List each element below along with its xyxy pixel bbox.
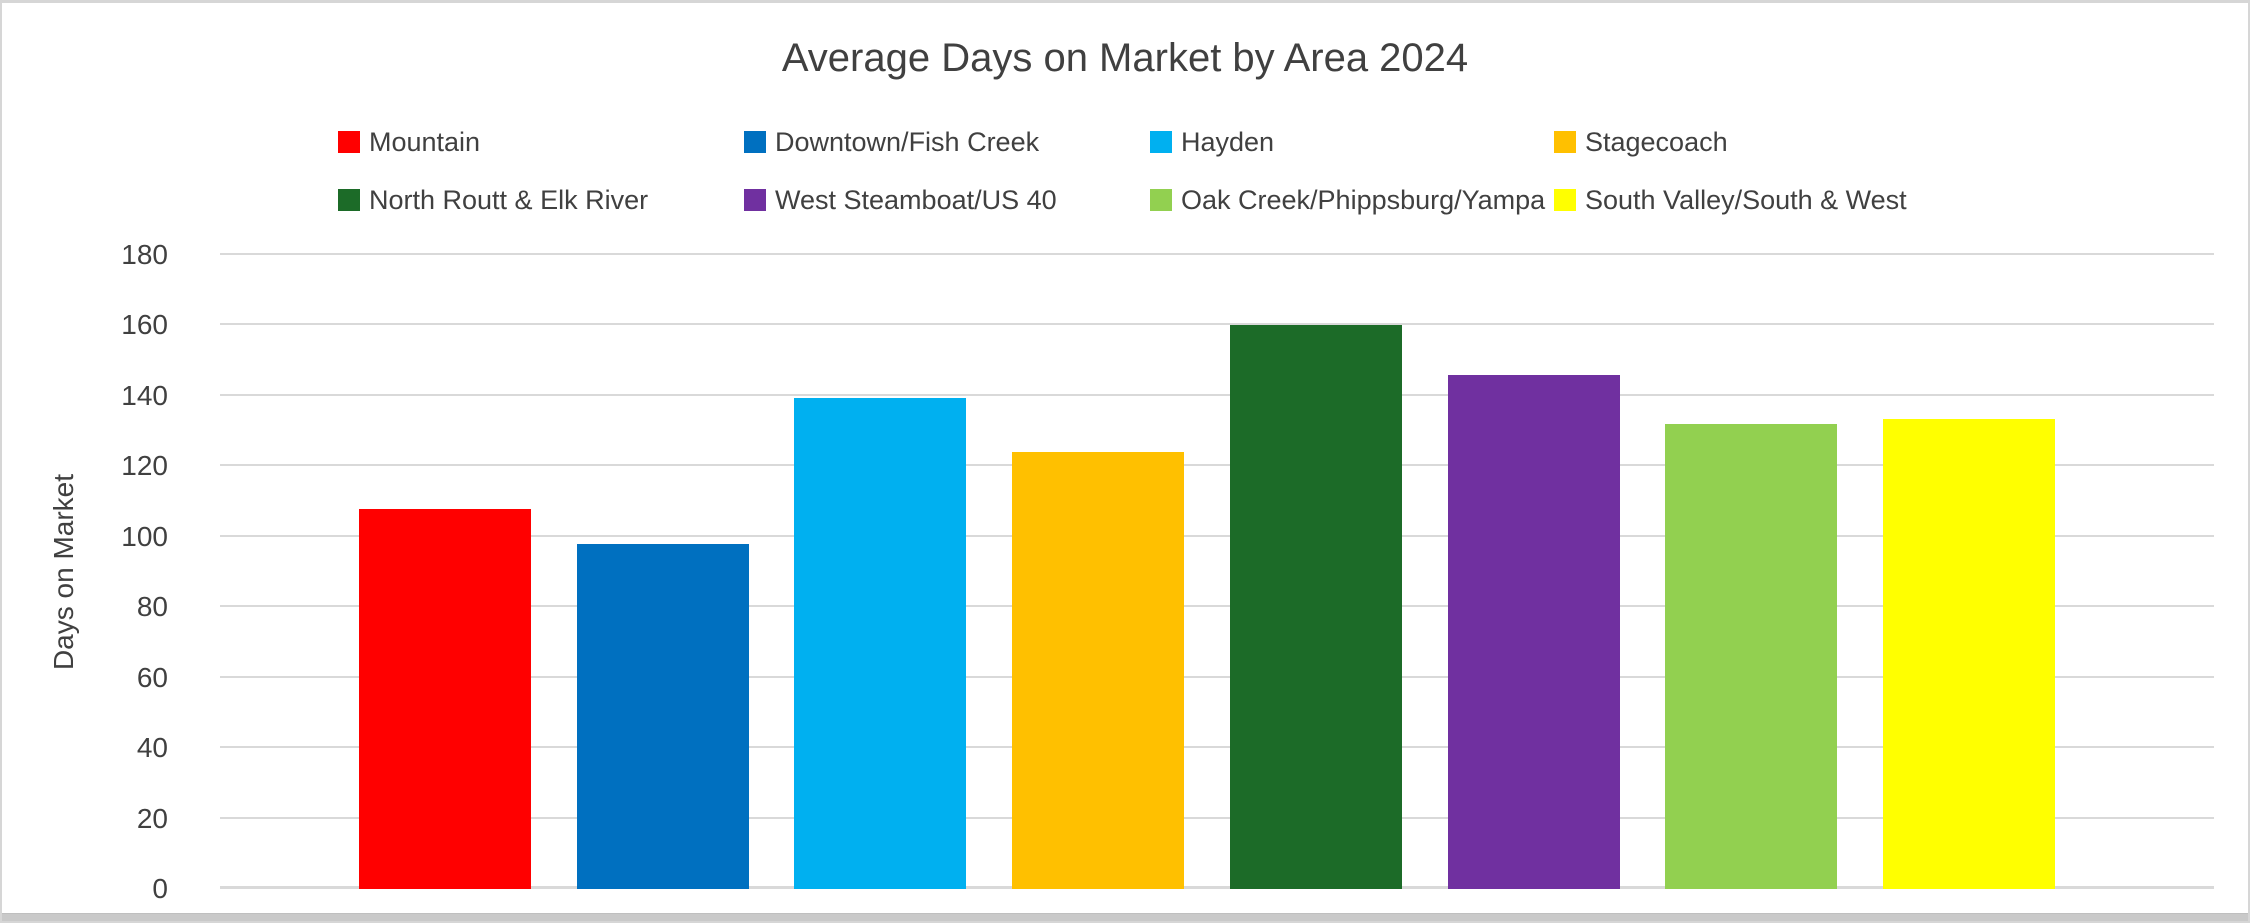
legend-label: Oak Creek/Phippsburg/Yampa — [1181, 184, 1546, 215]
gridline — [220, 323, 2214, 326]
y-axis-tick-label: 140 — [121, 379, 168, 411]
gridline — [220, 605, 2214, 608]
legend-label: Downtown/Fish Creek — [775, 126, 1040, 157]
gridline — [220, 746, 2214, 749]
y-axis-tick-label: 60 — [136, 661, 168, 693]
legend-item-stagecoach[interactable]: Stagecoach — [1554, 127, 1728, 157]
chart-title[interactable]: Average Days on Market by Area 2024 — [781, 36, 1469, 80]
legend-label: West Steamboat/US 40 — [775, 184, 1057, 215]
legend-item-mountain[interactable]: Mountain — [338, 127, 480, 157]
y-axis-tick-label: 0 — [152, 873, 168, 904]
legend-item-west-steamboat-us-40[interactable]: West Steamboat/US 40 — [744, 185, 1057, 215]
bar-oak-creek-phippsburg-yampa[interactable] — [1665, 424, 1838, 889]
y-axis-tick-label: 20 — [136, 802, 168, 834]
bar-west-steamboat-us-40[interactable] — [1447, 374, 1620, 889]
legend-color-swatch — [744, 131, 766, 153]
legend-item-hayden[interactable]: Hayden — [1150, 127, 1274, 157]
legend-label: Mountain — [369, 126, 481, 157]
legend-color-swatch — [1150, 189, 1172, 211]
legend-color-swatch — [744, 189, 766, 211]
gridline — [220, 886, 2214, 889]
bars — [336, 255, 2078, 889]
bar-stagecoach[interactable] — [1012, 452, 1185, 889]
y-axis-tick-label: 120 — [121, 450, 168, 482]
legend-color-swatch — [1554, 189, 1576, 211]
y-axis-ticks: 0 20 40 60 80 100 120 140 160 180 — [2, 241, 168, 903]
legend-item-oak-creek-phippsburg-yampa[interactable]: Oak Creek/Phippsburg/Yampa — [1150, 185, 1545, 215]
legend-item-south-valley-south-west[interactable]: South Valley/South & West — [1554, 185, 1907, 215]
y-axis-tick-label: 40 — [136, 732, 168, 764]
gridline — [220, 816, 2214, 819]
bar-north-routt-elk-river[interactable] — [1229, 325, 1402, 889]
legend-color-swatch — [338, 131, 360, 153]
legend-item-downtown-fish-creek[interactable]: Downtown/Fish Creek — [744, 127, 1039, 157]
bar-downtown-fish-creek[interactable] — [576, 543, 749, 889]
legend-label: Hayden — [1181, 126, 1275, 157]
legend-color-swatch — [1150, 131, 1172, 153]
legend-color-swatch — [338, 189, 360, 211]
window-edge-strip — [2, 913, 2248, 921]
y-axis-tick-label: 100 — [121, 520, 168, 552]
bar-south-valley-south-west[interactable] — [1883, 418, 2056, 889]
legend-label: South Valley/South & West — [1585, 184, 1907, 215]
gridline — [220, 464, 2214, 467]
plot-area — [220, 253, 2214, 889]
y-axis-tick-label: 80 — [136, 591, 168, 623]
gridline — [220, 253, 2214, 255]
y-axis-tick-label: 160 — [121, 309, 168, 341]
bar-hayden[interactable] — [794, 397, 967, 889]
gridline — [220, 534, 2214, 537]
legend: Mountain Downtown/Fish Creek Hayden Stageco… — [2, 127, 2248, 227]
legend-label: Stagecoach — [1585, 126, 1728, 157]
gridline — [220, 393, 2214, 396]
y-axis-tick-label: 180 — [121, 239, 168, 270]
bar-mountain[interactable] — [358, 508, 531, 889]
legend-item-north-routt-elk-river[interactable]: North Routt & Elk River — [338, 185, 648, 215]
legend-label: North Routt & Elk River — [369, 184, 649, 215]
gridline — [220, 675, 2214, 678]
legend-color-swatch — [1554, 131, 1576, 153]
